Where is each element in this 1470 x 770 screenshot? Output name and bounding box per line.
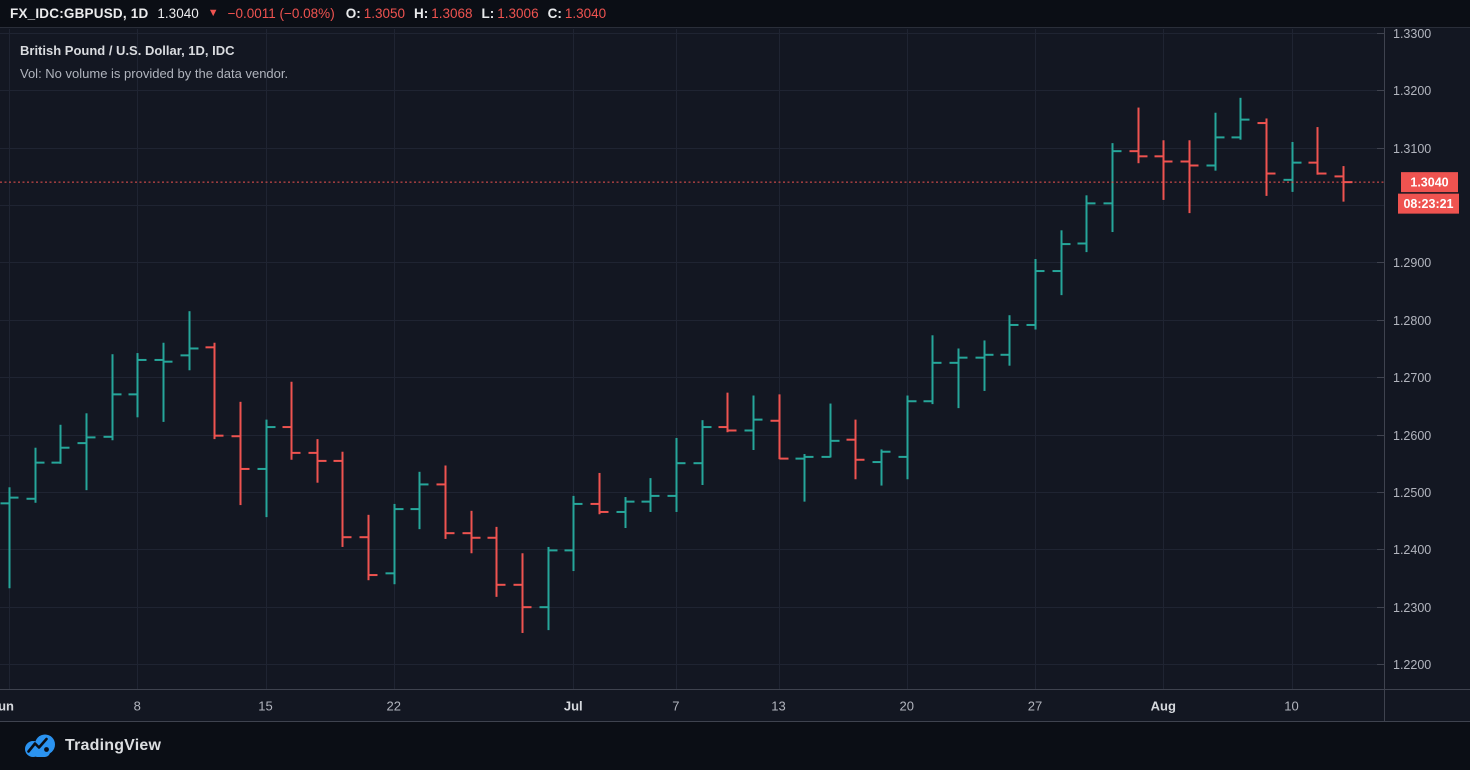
time-axis-label[interactable]: 8 <box>134 699 141 714</box>
close-label: C: <box>547 6 562 21</box>
time-axis-label[interactable]: 27 <box>1028 699 1042 714</box>
price-axis-label[interactable]: 1.2700 <box>1393 371 1431 385</box>
time-axis-label[interactable]: 22 <box>387 699 401 714</box>
close-readout: C: 1.3040 <box>548 6 607 21</box>
ohlc-readout: O: 1.3050 H: 1.3068 L: 1.3006 C: 1.3040 <box>346 6 606 21</box>
time-axis-label[interactable]: 13 <box>771 699 785 714</box>
time-axis-label[interactable]: Aug <box>1151 699 1176 714</box>
low-value: 1.3006 <box>497 6 539 21</box>
price-change: −0.0011 (−0.08%) <box>227 6 335 21</box>
high-label: H: <box>413 6 429 21</box>
open-readout: O: 1.3050 <box>346 6 405 21</box>
close-value: 1.3040 <box>564 6 607 21</box>
price-axis-label[interactable]: 1.2900 <box>1393 256 1431 270</box>
chart-canvas[interactable]: 1.3300 1.3200 1.3100 1.2900 1.2800 1.2700 1.26… <box>0 27 1470 722</box>
time-axis-label[interactable]: Jul <box>564 699 583 714</box>
price-axis-label[interactable]: 1.3100 <box>1393 142 1431 156</box>
time-axis-label[interactable]: 7 <box>672 699 679 714</box>
countdown-text: 08:23:21 <box>1403 197 1453 211</box>
chart-area: 1.3300 1.3200 1.3100 1.2900 1.2800 1.2700 1.26… <box>0 27 1470 722</box>
high-value: 1.3068 <box>431 6 473 21</box>
time-axis-label[interactable]: 10 <box>1284 699 1298 714</box>
price-axis-label[interactable]: 1.3200 <box>1393 84 1431 98</box>
price-axis-label[interactable]: 1.2300 <box>1393 601 1431 615</box>
time-axis-label[interactable]: 20 <box>900 699 914 714</box>
low-readout: L: 1.3006 <box>482 6 539 21</box>
tradingview-logo[interactable]: TradingView <box>24 733 161 759</box>
price-axis-label[interactable]: 1.2800 <box>1393 314 1431 328</box>
price-axis-label[interactable]: 1.2400 <box>1393 543 1431 557</box>
price-axis-label[interactable]: 1.3300 <box>1393 27 1431 41</box>
price-axis-label[interactable]: 1.2500 <box>1393 486 1431 500</box>
symbol-title[interactable]: FX_IDC:GBPUSD, 1D <box>10 6 149 21</box>
open-label: O: <box>345 6 361 21</box>
price-down-arrow-icon: ▼ <box>207 7 219 19</box>
symbol-info-bar: FX_IDC:GBPUSD, 1D 1.3040 ▼ −0.0011 (−0.0… <box>0 0 1470 28</box>
countdown-box <box>1398 193 1459 214</box>
low-label: L: <box>481 6 495 21</box>
time-axis-label[interactable]: 15 <box>258 699 272 714</box>
price-axis-label[interactable]: 1.2600 <box>1393 429 1431 443</box>
bottom-bar: TradingView <box>0 722 1470 770</box>
price-label-text: 1.3040 <box>1410 176 1448 190</box>
brand-text: TradingView <box>65 737 162 754</box>
price-label-box <box>1401 172 1458 193</box>
last-price: 1.3040 <box>157 6 199 21</box>
high-readout: H: 1.3068 <box>414 6 473 21</box>
tradingview-cloud-icon <box>25 734 55 757</box>
time-axis-label[interactable]: un <box>0 699 14 714</box>
price-axis-label[interactable]: 1.2200 <box>1393 658 1431 672</box>
open-value: 1.3050 <box>363 6 405 21</box>
